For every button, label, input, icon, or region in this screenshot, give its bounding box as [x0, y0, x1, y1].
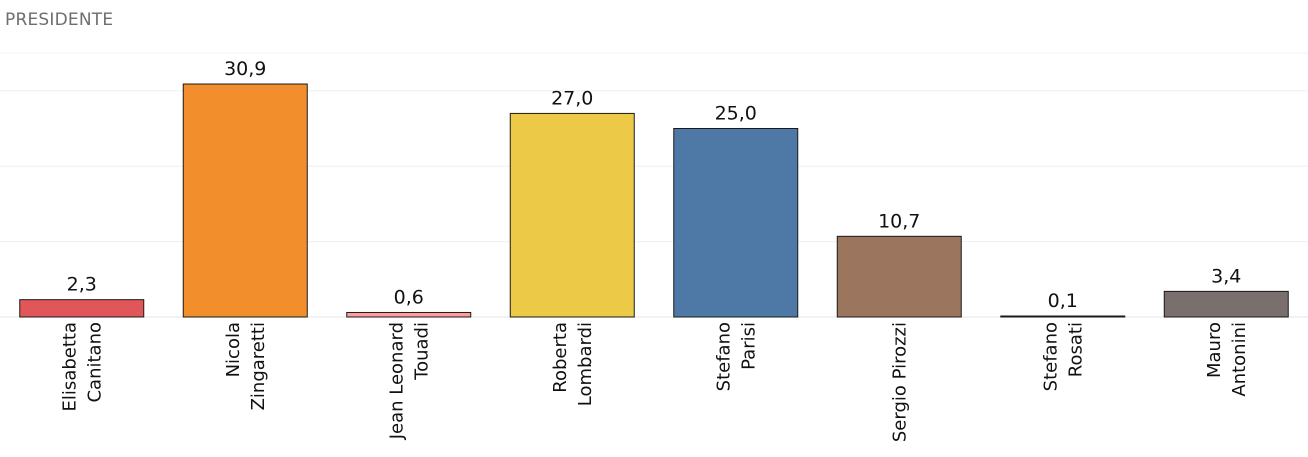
- bar[interactable]: [673, 128, 799, 318]
- data-label: 10,7: [878, 210, 920, 232]
- bar[interactable]: [1000, 315, 1126, 318]
- category-label-line: Parisi: [738, 322, 759, 370]
- category-label: Nicola Zingaretti: [223, 322, 269, 410]
- category-label-line: Nicola: [223, 322, 244, 377]
- category-label-line: Canitano: [84, 322, 105, 403]
- category-label-line: Touadi: [411, 322, 432, 381]
- bar[interactable]: [19, 299, 145, 318]
- category-label-line: Sergio Pirozzi: [889, 322, 910, 442]
- data-label: 27,0: [551, 87, 593, 109]
- category-label-line: Stefano: [713, 322, 734, 391]
- category-label-line: Elisabetta: [59, 322, 80, 411]
- category-label-line: Antonini: [1229, 322, 1250, 397]
- category-label: Sergio Pirozzi: [889, 322, 910, 442]
- bar[interactable]: [1163, 290, 1289, 318]
- category-label-line: Rosati: [1065, 322, 1086, 377]
- bar[interactable]: [182, 83, 308, 318]
- category-label: Elisabetta Canitano: [59, 322, 105, 411]
- data-label: 2,3: [67, 274, 97, 296]
- bar[interactable]: [509, 112, 635, 318]
- category-label-line: Jean Leonard: [386, 322, 407, 440]
- bar[interactable]: [346, 311, 472, 318]
- data-label: 30,9: [224, 58, 266, 80]
- category-label: Stefano Rosati: [1040, 322, 1086, 391]
- category-label-line: Mauro: [1204, 322, 1225, 378]
- category-label-line: Lombardi: [575, 322, 596, 406]
- category-label: Mauro Antonini: [1204, 322, 1250, 397]
- category-label-line: Zingaretti: [248, 322, 269, 410]
- category-label-line: Stefano: [1040, 322, 1061, 391]
- data-label: 0,6: [394, 286, 424, 308]
- data-label: 0,1: [1048, 290, 1078, 312]
- data-label: 3,4: [1211, 265, 1241, 287]
- data-label: 25,0: [715, 103, 757, 125]
- chart-title: PRESIDENTE: [5, 10, 114, 30]
- category-label: Roberta Lombardi: [550, 322, 596, 406]
- category-label: Jean Leonard Touadi: [386, 322, 432, 440]
- category-label: Stefano Parisi: [713, 322, 759, 391]
- category-label-line: Roberta: [550, 322, 571, 393]
- bar[interactable]: [836, 235, 962, 318]
